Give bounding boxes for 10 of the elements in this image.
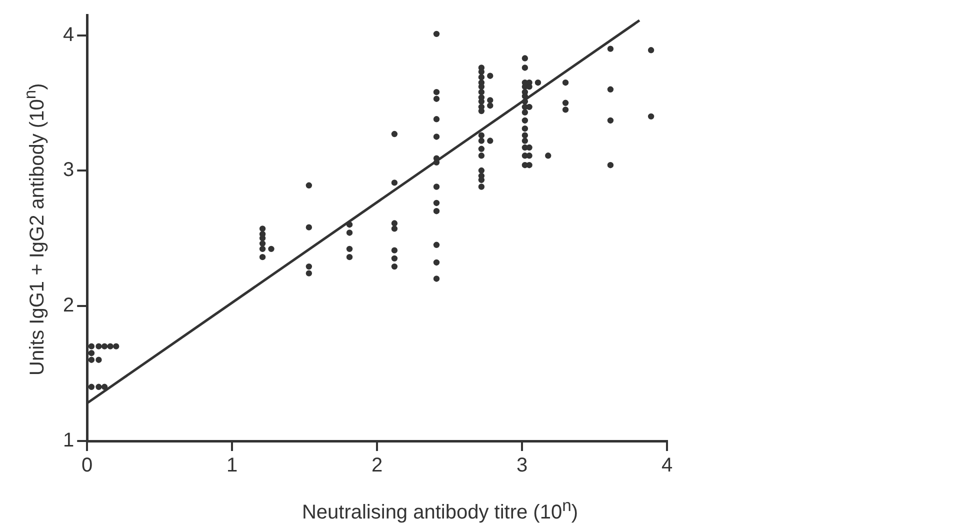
x-tick-label: 1 — [226, 454, 238, 477]
x-tick-label: 0 — [82, 454, 93, 477]
x-tick-label: 4 — [661, 454, 673, 477]
x-tick-label: 3 — [516, 454, 528, 477]
x-axis-title: Neutralising antibody titre (10$^{n}$) — [300, 496, 580, 525]
y-tick-label: 1 — [63, 430, 74, 452]
x-tick-label: 2 — [372, 454, 383, 477]
y-tick-label: 3 — [63, 159, 74, 182]
y-tick-label: 2 — [63, 294, 74, 316]
y-tick-label: 4 — [63, 24, 74, 46]
